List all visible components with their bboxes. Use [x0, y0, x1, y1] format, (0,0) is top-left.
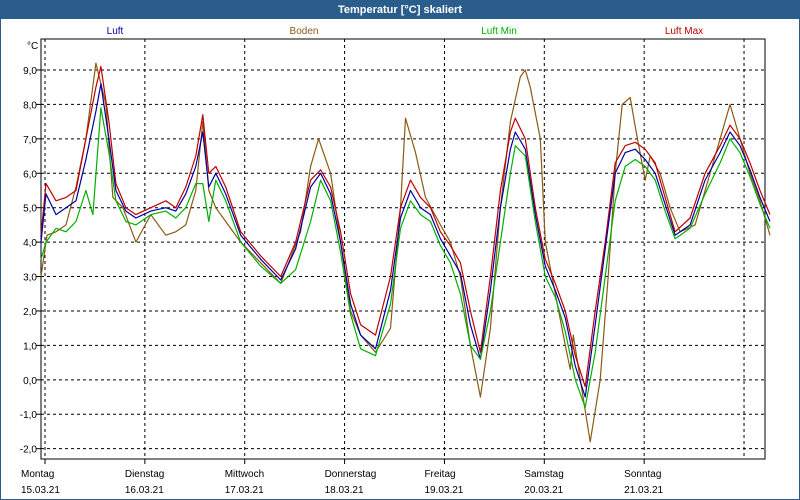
y-tick-label: -2,0 — [20, 445, 38, 456]
legend-item-boden: Boden — [290, 26, 319, 37]
y-tick-label: 4,0 — [23, 238, 37, 249]
series-line-luft-max — [40, 65, 771, 388]
x-tick-day: Sonntag — [624, 469, 661, 480]
x-tick-date: 17.03.21 — [225, 485, 264, 496]
x-tick-day: Donnerstag — [325, 469, 377, 480]
x-axis-ticks: Montag 15.03.21 Dienstag 16.03.21 Mittwoch 17… — [21, 459, 664, 496]
chart-title: Temperatur [°C] skaliert — [1, 1, 799, 19]
x-tick-date: 20.03.21 — [524, 485, 563, 496]
legend-item-luft: Luft — [107, 26, 124, 37]
series-line-luft — [40, 83, 771, 398]
x-tick-day: Mittwoch — [225, 469, 264, 480]
y-tick-label: 2,0 — [23, 307, 37, 318]
y-tick-label: 7,0 — [23, 135, 37, 146]
legend-item-luft-min: Luft Min — [481, 26, 517, 37]
plot-area — [40, 38, 766, 460]
series-lines — [40, 62, 771, 443]
y-tick-label: 5,0 — [23, 204, 37, 215]
series-line-luft-min — [40, 107, 771, 408]
y-axis-unit: °C — [27, 41, 38, 52]
grid-lines — [41, 39, 765, 459]
x-tick-date: 18.03.21 — [325, 485, 364, 496]
legend: Luft Boden Luft Min Luft Max — [107, 26, 704, 37]
series-line-boden — [40, 62, 771, 443]
x-tick-day: Montag — [21, 469, 54, 480]
x-tick-day: Freitag — [424, 469, 455, 480]
x-tick-day: Samstag — [524, 469, 563, 480]
y-tick-label: 9,0 — [23, 66, 37, 77]
y-tick-label: 3,0 — [23, 273, 37, 284]
x-tick-date: 15.03.21 — [21, 485, 60, 496]
y-tick-label: 6,0 — [23, 169, 37, 180]
x-tick-date: 21.03.21 — [624, 485, 663, 496]
y-tick-label: 8,0 — [23, 100, 37, 111]
x-tick-date: 16.03.21 — [125, 485, 164, 496]
y-axis-ticks: 9,0 8,0 7,0 6,0 5,0 4,0 3,0 2,0 1,0 0,0 -1,0 -2,0 — [20, 66, 41, 456]
x-tick-day: Dienstag — [125, 469, 164, 480]
x-tick-date: 19.03.21 — [424, 485, 463, 496]
y-tick-label: 1,0 — [23, 341, 37, 352]
legend-item-luft-max: Luft Max — [665, 26, 703, 37]
y-tick-label: -1,0 — [20, 410, 38, 421]
y-tick-label: 0,0 — [23, 376, 37, 387]
